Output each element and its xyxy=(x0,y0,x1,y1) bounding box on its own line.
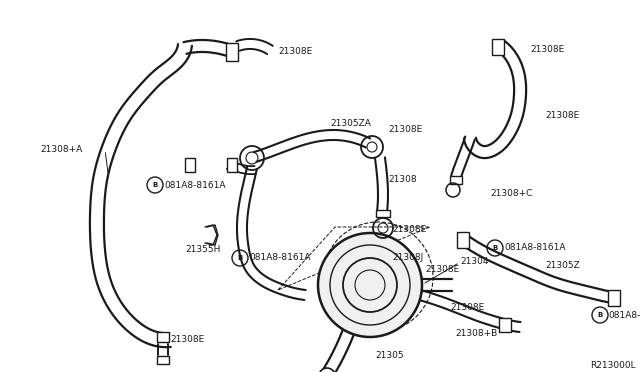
FancyBboxPatch shape xyxy=(457,232,469,248)
Text: 21308E: 21308E xyxy=(388,125,422,135)
Text: B: B xyxy=(492,245,498,251)
Text: 21355H: 21355H xyxy=(185,246,220,254)
Text: 21305ZA: 21305ZA xyxy=(330,119,371,128)
Text: 081A8-8161A: 081A8-8161A xyxy=(249,253,310,263)
FancyBboxPatch shape xyxy=(227,158,237,172)
Text: 21308J: 21308J xyxy=(392,253,423,262)
Text: 21308+B: 21308+B xyxy=(455,328,497,337)
Text: B: B xyxy=(152,182,157,188)
Circle shape xyxy=(319,368,335,372)
Text: R213000L: R213000L xyxy=(590,360,636,369)
FancyBboxPatch shape xyxy=(185,158,195,172)
Text: 081A8-8161A: 081A8-8161A xyxy=(164,180,225,189)
Text: 21305: 21305 xyxy=(375,350,404,359)
Text: B: B xyxy=(237,255,243,261)
Text: B: B xyxy=(597,312,603,318)
Text: 081A8-8161A: 081A8-8161A xyxy=(504,244,566,253)
Text: 21305Z: 21305Z xyxy=(545,260,580,269)
Text: 21304: 21304 xyxy=(460,257,488,266)
Text: 21308E: 21308E xyxy=(278,48,312,57)
FancyBboxPatch shape xyxy=(157,332,169,342)
FancyBboxPatch shape xyxy=(450,176,462,184)
Text: 21308E: 21308E xyxy=(170,336,204,344)
FancyBboxPatch shape xyxy=(376,209,390,217)
Text: 21308E: 21308E xyxy=(425,266,460,275)
FancyBboxPatch shape xyxy=(157,356,169,364)
Text: 21308E: 21308E xyxy=(450,302,484,311)
FancyBboxPatch shape xyxy=(499,318,511,332)
FancyBboxPatch shape xyxy=(492,39,504,55)
FancyBboxPatch shape xyxy=(608,290,620,306)
FancyBboxPatch shape xyxy=(226,43,238,61)
Text: 21308E: 21308E xyxy=(392,225,426,234)
Text: 21308E: 21308E xyxy=(530,45,564,55)
Text: 081A8-8161A: 081A8-8161A xyxy=(608,311,640,320)
Text: 21308E: 21308E xyxy=(545,110,579,119)
Circle shape xyxy=(318,233,422,337)
Text: 21308+C: 21308+C xyxy=(490,189,532,198)
Text: 21308: 21308 xyxy=(388,176,417,185)
Text: 21308+A: 21308+A xyxy=(40,145,83,154)
